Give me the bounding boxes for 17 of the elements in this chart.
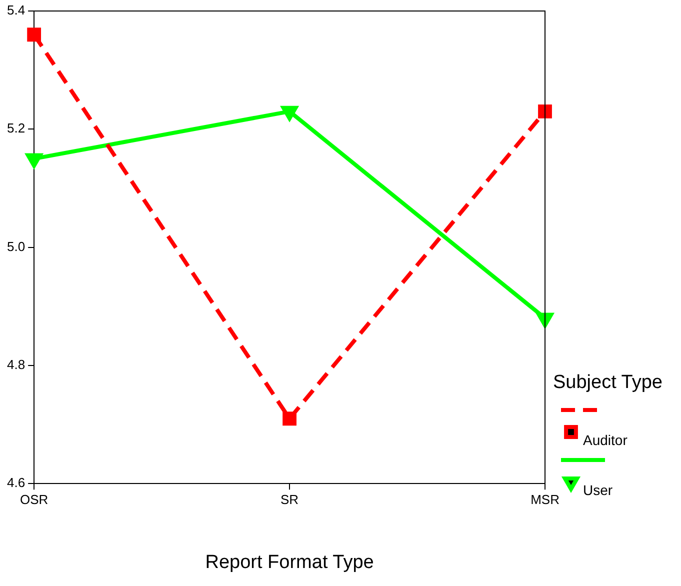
y-tick-label: 5.0 [6,238,26,254]
y-tick-label: 5.2 [6,120,26,136]
y-tick-label: 4.6 [6,475,26,490]
legend-label: Auditor [583,432,628,448]
x-axis-title: Report Format Type [205,552,374,573]
y-tick-label: 4.8 [6,357,26,372]
point [26,153,42,168]
legend-title: Subject Type [553,372,663,394]
point [538,104,552,118]
y-tick-label: 5.4 [6,2,26,18]
x-tick-label: SR [280,492,299,507]
point [281,106,298,120]
legend-label: User [583,482,613,498]
point [27,28,42,42]
point [536,312,554,328]
x-tick-label: OSR [20,492,48,507]
x-tick-label: MSR [530,492,560,507]
